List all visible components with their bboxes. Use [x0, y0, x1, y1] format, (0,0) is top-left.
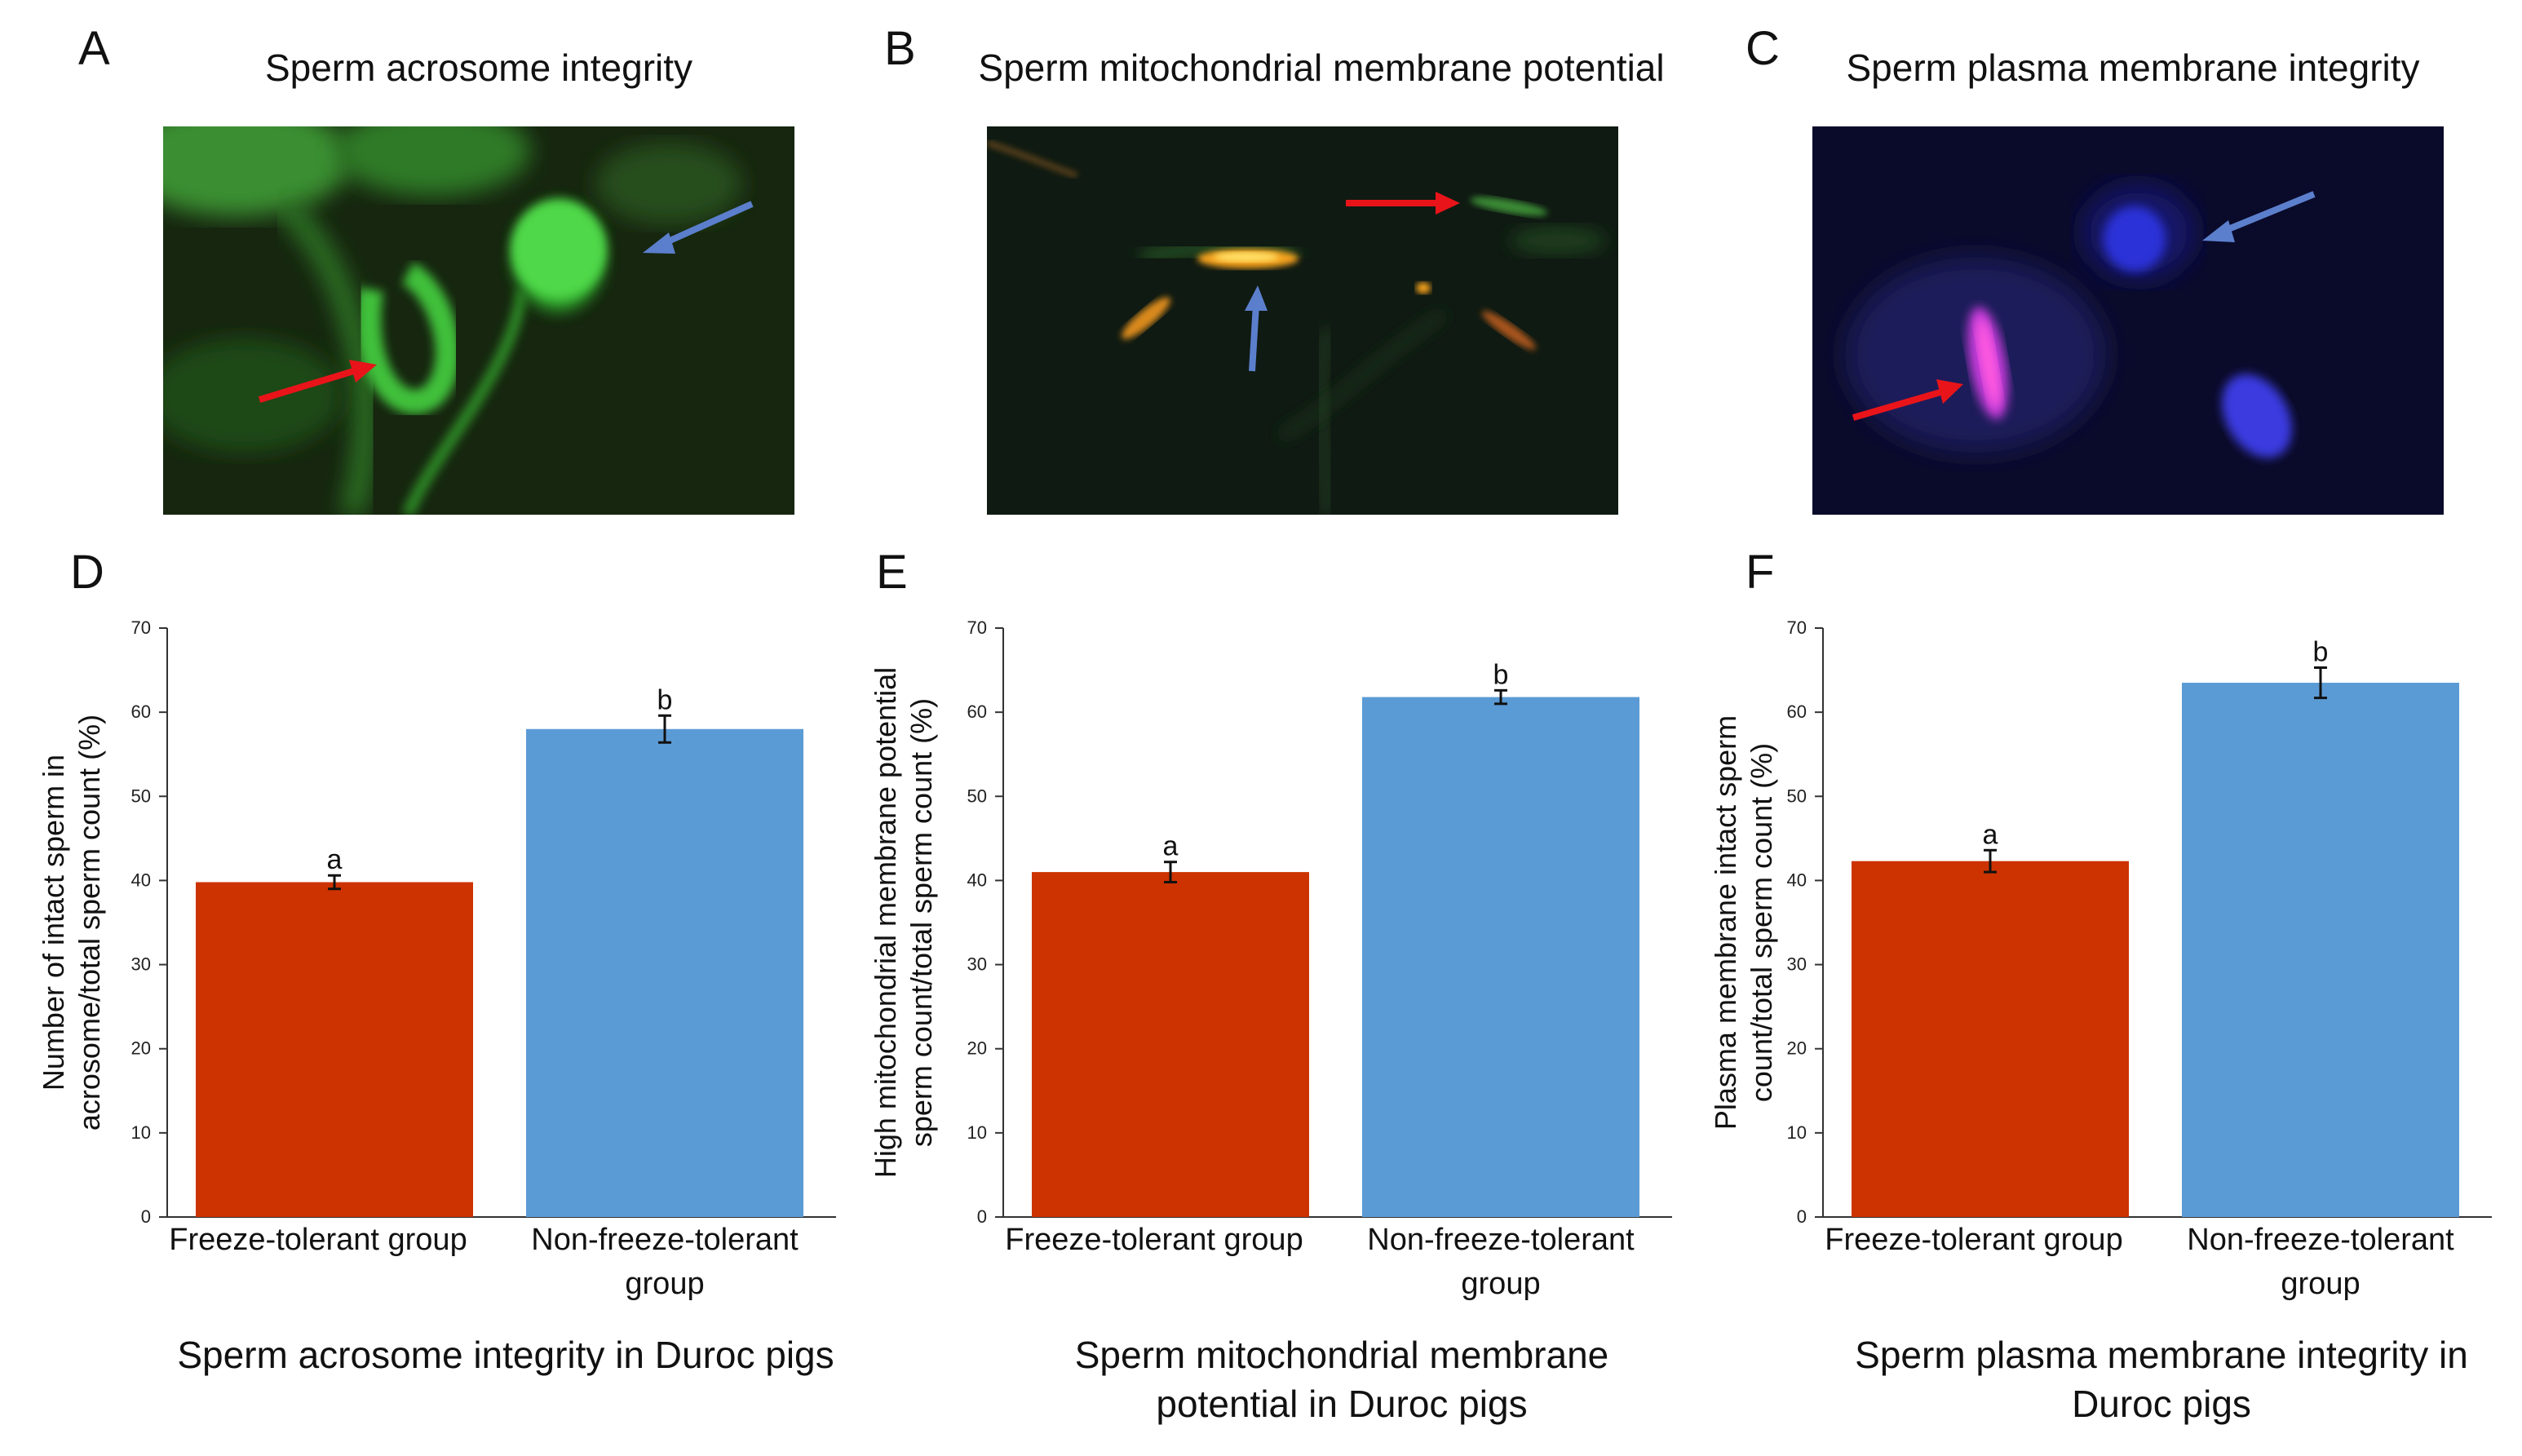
micrograph-plasma-membrane: [1812, 126, 2444, 515]
y-tick-label: 20: [131, 1038, 151, 1059]
panel-letter-b: B: [884, 22, 916, 75]
category-label: Non-freeze-tolerant: [1367, 1223, 1635, 1257]
micrograph-title-mitochondria: Sperm mitochondrial membrane potential: [978, 46, 1665, 89]
y-tick-label: 40: [131, 870, 151, 890]
chart-svg-plasma: 0 10 20 30 40 50 60 70 a Freeze-tolerant group b No…: [1709, 617, 2492, 1425]
micrograph-title-plasma-membrane: Sperm plasma membrane integrity: [1846, 46, 2420, 89]
chart-svg-mitochondria: 0 10 20 30 40 50 60 70 a Freeze-tolerant group b No…: [869, 617, 1672, 1425]
significance-label: a: [1163, 831, 1179, 862]
chart-caption: Sperm acrosome integrity in Duroc pigs: [177, 1334, 834, 1376]
y-axis-label-line: Number of intact sperm in: [37, 755, 70, 1091]
y-tick-label: 40: [967, 870, 987, 890]
panel-letter-c: C: [1745, 22, 1780, 75]
y-tick-label: 60: [1787, 701, 1807, 722]
y-tick-label: 60: [967, 701, 987, 722]
panel-letter-d: D: [70, 546, 104, 599]
y-axis-label-line: Plasma membrane intact sperm: [1709, 715, 1742, 1130]
y-tick-label: 70: [1787, 617, 1807, 638]
y-axis-label: Plasma membrane intact spermcount/total …: [1709, 715, 1778, 1130]
y-tick-label: 70: [967, 617, 987, 638]
y-axis-label-line: High mitochondrial membrane potential: [869, 667, 902, 1178]
bar-freeze-tolerant: [196, 882, 473, 1217]
y-axis-label-line: sperm count/total sperm count (%): [905, 698, 938, 1147]
bar-non-freeze-tolerant: [2182, 683, 2459, 1217]
category-label: group: [2281, 1267, 2360, 1301]
category-label: group: [625, 1267, 704, 1301]
chart-mitochondrial-potential: 0 10 20 30 40 50 60 70 a Freeze-tolerant group b No…: [840, 604, 1688, 1452]
significance-label: b: [2313, 636, 2329, 667]
y-tick-label: 10: [967, 1122, 987, 1143]
micrograph-mitochondria: [987, 126, 1618, 515]
chart-caption: Sperm plasma membrane integrity in: [1855, 1334, 2468, 1376]
chart-caption: Sperm mitochondrial membrane: [1075, 1334, 1609, 1376]
y-axis-label: High mitochondrial membrane potentialspe…: [869, 667, 938, 1178]
category-label: Freeze-tolerant group: [1825, 1223, 2122, 1257]
category-label: Freeze-tolerant group: [1005, 1223, 1303, 1257]
y-tick-label: 50: [1787, 786, 1807, 806]
y-tick-label: 0: [1797, 1206, 1807, 1227]
y-tick-label: 40: [1787, 870, 1807, 890]
y-tick-label: 30: [131, 954, 151, 975]
significance-label: a: [327, 844, 343, 875]
bar-freeze-tolerant: [1852, 861, 2129, 1217]
chart-caption: potential in Duroc pigs: [1156, 1383, 1527, 1425]
panel-letter-f: F: [1745, 546, 1775, 599]
y-axis-label-line: count/total sperm count (%): [1745, 743, 1778, 1102]
y-tick-label: 20: [967, 1038, 987, 1059]
panel-letter-e: E: [876, 546, 908, 599]
chart-caption: Duroc pigs: [2072, 1383, 2251, 1425]
bar-freeze-tolerant: [1032, 872, 1309, 1217]
y-tick-label: 70: [131, 617, 151, 638]
chart-svg-acrosome: 0 10 20 30 40 50 60 70 a Freeze-tolerant group b No…: [37, 617, 836, 1376]
y-axis-label: Number of intact sperm inacrosome/total …: [37, 715, 106, 1131]
micrograph-acrosome: [163, 126, 794, 515]
chart-acrosome-integrity: 0 10 20 30 40 50 60 70 a Freeze-tolerant group b No…: [0, 604, 840, 1452]
y-tick-label: 30: [1787, 954, 1807, 975]
bar-non-freeze-tolerant: [526, 728, 803, 1217]
y-tick-label: 0: [141, 1206, 151, 1227]
category-label: group: [1461, 1267, 1540, 1301]
category-label: Freeze-tolerant group: [169, 1223, 467, 1257]
y-tick-label: 10: [131, 1122, 151, 1143]
category-label: Non-freeze-tolerant: [531, 1223, 799, 1257]
significance-label: b: [657, 684, 673, 715]
y-tick-label: 60: [131, 701, 151, 722]
chart-plasma-membrane: 0 10 20 30 40 50 60 70 a Freeze-tolerant group b No…: [1688, 604, 2522, 1452]
micrograph-title-acrosome: Sperm acrosome integrity: [264, 46, 693, 89]
y-tick-label: 50: [967, 786, 987, 806]
significance-label: a: [1983, 819, 1998, 850]
y-tick-label: 30: [967, 954, 987, 975]
y-axis-label-line: acrosome/total sperm count (%): [73, 715, 106, 1131]
y-tick-label: 0: [977, 1206, 987, 1227]
significance-label: b: [1493, 659, 1509, 690]
bar-non-freeze-tolerant: [1362, 697, 1639, 1217]
category-label: Non-freeze-tolerant: [2187, 1223, 2454, 1257]
y-tick-label: 50: [131, 786, 151, 806]
y-tick-label: 20: [1787, 1038, 1807, 1059]
panel-letter-a: A: [78, 22, 110, 75]
y-tick-label: 10: [1787, 1122, 1807, 1143]
